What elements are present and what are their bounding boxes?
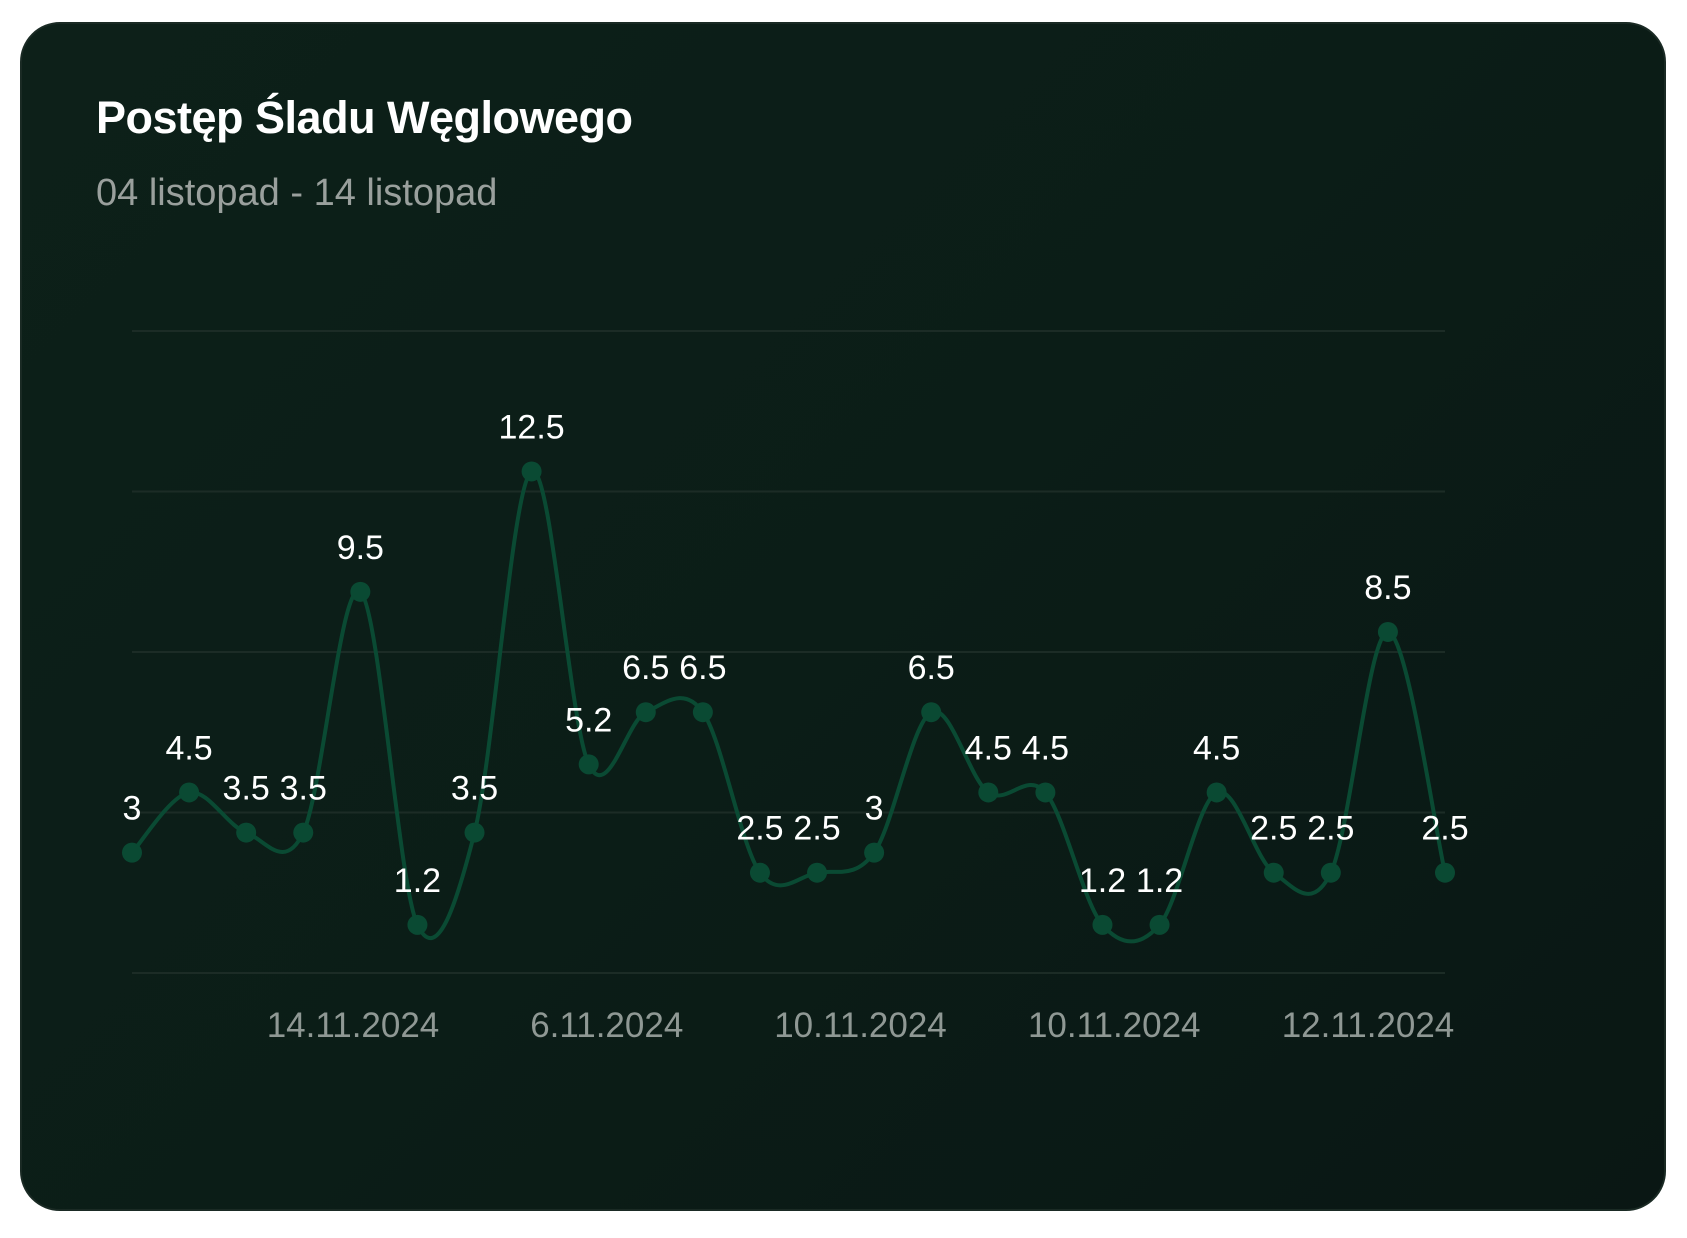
data-label: 1.2 <box>1136 862 1183 900</box>
label-layer: 3 4.5 3.5 3.5 9.5 1.2 3.5 12.5 5.2 6.5 6.5 2.5 2.5 3 6… <box>123 408 1469 899</box>
data-label: 2.5 <box>736 810 783 848</box>
data-point[interactable] <box>122 842 142 863</box>
grid-layer <box>132 330 1445 974</box>
data-point[interactable] <box>1435 862 1455 883</box>
data-label: 6.5 <box>679 649 726 687</box>
data-point[interactable] <box>578 754 599 775</box>
data-label: 4.5 <box>165 729 212 767</box>
data-label: 6.5 <box>908 649 955 687</box>
data-label: 4.5 <box>1022 729 1069 767</box>
data-point[interactable] <box>1206 782 1227 803</box>
line-layer <box>130 469 1447 944</box>
x-tick-label: 12.11.2024 <box>1282 1006 1455 1045</box>
x-tick-label: 10.11.2024 <box>774 1006 947 1045</box>
data-label: 12.5 <box>499 408 565 446</box>
data-point[interactable] <box>1035 782 1056 803</box>
data-point[interactable] <box>635 702 656 723</box>
data-point[interactable] <box>179 782 200 803</box>
data-point[interactable] <box>521 461 542 482</box>
data-point[interactable] <box>464 822 485 843</box>
data-point[interactable] <box>807 862 828 883</box>
data-point[interactable] <box>1149 914 1170 935</box>
chart-subtitle: 04 listopad - 14 listopad <box>96 172 498 214</box>
data-label: 2.5 <box>793 810 840 848</box>
data-label: 3 <box>865 790 884 828</box>
data-label: 2.5 <box>1250 810 1297 848</box>
data-point[interactable] <box>1320 862 1341 883</box>
data-label: 6.5 <box>622 649 669 687</box>
point-layer <box>122 461 1455 935</box>
data-label: 3.5 <box>451 770 498 808</box>
series-line <box>130 469 1447 944</box>
data-label: 8.5 <box>1364 569 1411 607</box>
data-point[interactable] <box>1377 621 1398 642</box>
data-label: 1.2 <box>1079 862 1126 900</box>
data-label: 2.5 <box>1307 810 1354 848</box>
x-tick-label: 6.11.2024 <box>530 1006 683 1045</box>
data-label: 3.5 <box>223 770 270 808</box>
data-point[interactable] <box>350 581 371 602</box>
chart-title: Postęp Śladu Węglowego <box>96 92 633 143</box>
data-point[interactable] <box>293 822 314 843</box>
data-point[interactable] <box>921 702 942 723</box>
data-label: 3.5 <box>280 770 327 808</box>
data-point[interactable] <box>864 842 885 863</box>
x-tick-label: 14.11.2024 <box>267 1006 440 1045</box>
data-label: 9.5 <box>337 529 384 567</box>
data-point[interactable] <box>407 914 428 935</box>
data-point[interactable] <box>1263 862 1284 883</box>
chart-card: Postęp Śladu Węglowego 04 listopad - 14 … <box>20 22 1666 1211</box>
data-point[interactable] <box>236 822 257 843</box>
data-point[interactable] <box>692 702 713 723</box>
data-label: 3 <box>123 790 142 828</box>
data-point[interactable] <box>978 782 999 803</box>
data-point[interactable] <box>749 862 770 883</box>
line-chart: 3 4.5 3.5 3.5 9.5 1.2 3.5 12.5 5.2 6.5 6.5 2.5 2.5 3 6… <box>122 330 1469 1045</box>
data-label: 1.2 <box>394 862 441 900</box>
data-label: 4.5 <box>1193 729 1240 767</box>
data-label: 5.2 <box>565 701 612 739</box>
data-point[interactable] <box>1092 914 1113 935</box>
data-label: 2.5 <box>1421 810 1468 848</box>
data-label: 4.5 <box>965 729 1012 767</box>
x-tick-label: 10.11.2024 <box>1028 1006 1201 1045</box>
tick-layer: 14.11.2024 6.11.2024 10.11.2024 10.11.2024 1… <box>267 1006 1455 1045</box>
